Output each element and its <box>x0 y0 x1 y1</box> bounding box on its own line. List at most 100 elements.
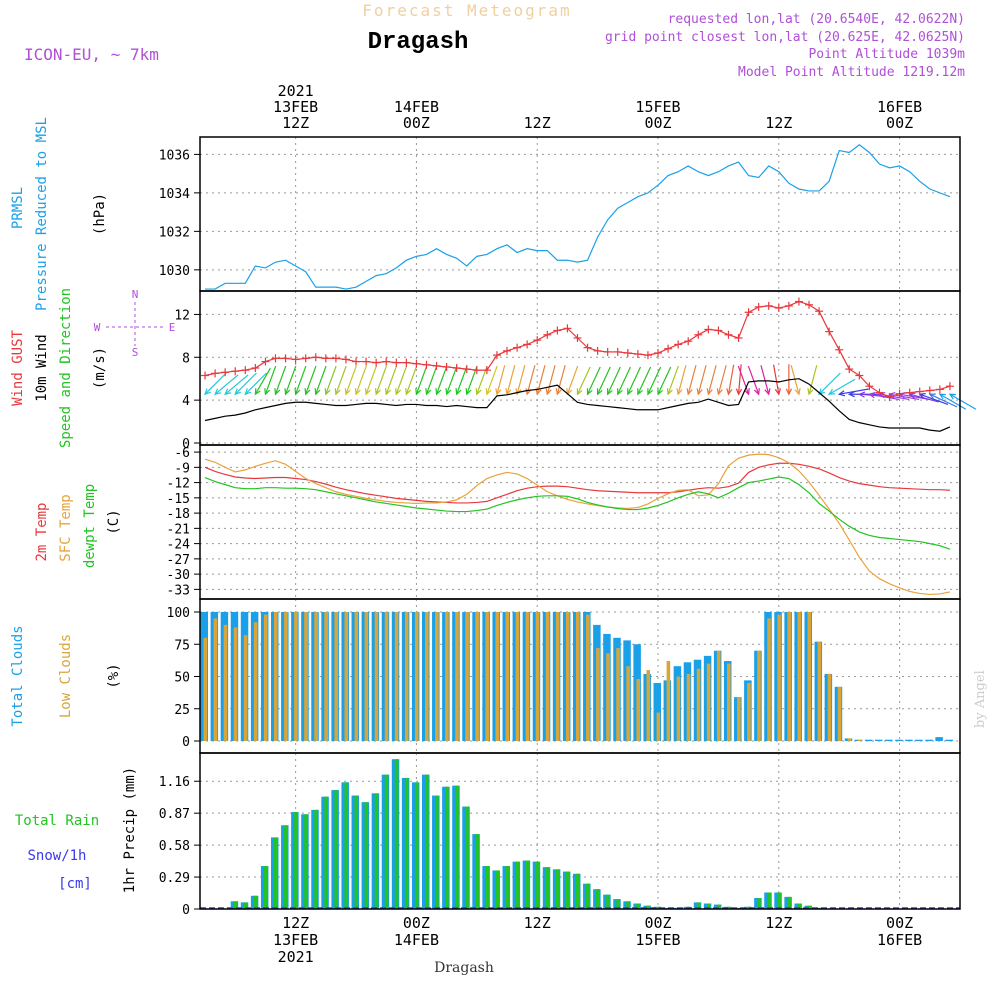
rain-bar <box>777 892 781 909</box>
panel-frame <box>199 752 961 910</box>
gust-marker <box>402 358 411 367</box>
wind-arrow-shaft <box>385 365 398 395</box>
rain-bar <box>233 901 238 909</box>
y-tick-label: 25 <box>174 703 190 718</box>
low-cloud-bar <box>636 679 640 741</box>
wind-arrow-shaft <box>284 365 297 395</box>
gust-marker <box>442 362 451 371</box>
wind-arrow-head <box>743 388 750 396</box>
low-cloud-bar <box>344 612 349 741</box>
label-wind-unit: (m/s) <box>92 347 108 389</box>
rain-bar <box>757 897 761 909</box>
wind-speed-line <box>204 378 951 432</box>
y-tick-label: -12 <box>167 477 190 492</box>
gust-marker <box>543 330 552 339</box>
wind-arrow-shaft <box>597 366 611 395</box>
y-tick-label: -21 <box>167 522 190 537</box>
low-cloud-bar <box>334 612 338 741</box>
wind-arrow <box>364 365 377 396</box>
wind-arrow <box>314 365 327 396</box>
rain-bar <box>475 834 479 909</box>
low-cloud-bar <box>475 612 479 741</box>
gust-marker <box>321 354 330 363</box>
wind-arrow-head <box>868 392 876 399</box>
wind-arrow-shaft <box>929 393 958 408</box>
wind-arrow-head <box>785 388 793 396</box>
wind-arrow-shaft <box>486 365 498 395</box>
wind-arrow-head <box>847 391 855 398</box>
wind-arrow-head <box>495 388 502 396</box>
wind-arrow-head <box>774 388 782 396</box>
wind-arrow-head <box>657 388 664 396</box>
low-cloud-bar <box>263 614 268 741</box>
y-tick-label: 0.87 <box>159 807 190 822</box>
rain-bar <box>354 795 359 909</box>
chart-title: Forecast Meteogram <box>362 1 571 20</box>
gust-marker <box>513 343 522 352</box>
wind-arrow-head <box>535 388 542 396</box>
wind-arrow <box>773 364 782 396</box>
low-cloud-bar <box>253 622 258 741</box>
rain-bar <box>626 901 630 909</box>
time-label-top: 12Z <box>282 114 309 132</box>
wind-arrow-head <box>666 388 673 396</box>
rain-bar <box>445 786 449 909</box>
time-label-top: 12Z <box>765 114 792 132</box>
rain-bar <box>767 892 771 909</box>
y-tick-label: -6 <box>174 446 190 461</box>
rain-bar <box>374 793 379 909</box>
rain-bar <box>726 906 731 909</box>
label-low-clouds: Low Clouds <box>58 634 74 718</box>
wind-arrow <box>596 366 611 396</box>
dewpoint-line <box>204 476 951 550</box>
low-cloud-bar <box>586 614 590 741</box>
wind-arrow-shaft <box>355 365 367 395</box>
y-tick-label: -9 <box>174 461 190 476</box>
wind-arrow <box>344 365 357 396</box>
gust-marker <box>492 351 501 360</box>
wind-arrow-head <box>617 388 623 396</box>
low-cloud-bar <box>767 618 771 741</box>
wind-arrow <box>807 365 818 396</box>
wind-arrow-shaft <box>516 365 526 395</box>
rain-bar <box>586 883 590 909</box>
rain-bar <box>575 873 580 909</box>
wind-arrow-shaft <box>576 366 591 395</box>
gust-marker <box>331 354 340 363</box>
wind-arrow-shaft <box>295 365 307 395</box>
rain-bar <box>334 790 338 909</box>
gridpoint-coords: grid point closest lon,lat (20.625E, 42.… <box>605 30 965 45</box>
y-tick-label: 75 <box>174 638 190 653</box>
wind-arrow-shaft <box>264 365 277 395</box>
time-label-top: 14FEB <box>394 98 439 116</box>
wind-arrow-head <box>735 388 743 396</box>
wind-arrow-shaft <box>747 365 760 395</box>
low-cloud-bar <box>404 612 409 741</box>
wind-arrow-head <box>706 388 713 396</box>
wind-arrow-shaft <box>687 365 697 395</box>
wind-arrow-head <box>794 388 801 396</box>
model-label: ICON-EU, ~ 7km <box>24 45 159 64</box>
gust-marker <box>392 358 401 367</box>
wind-arrow-head <box>294 388 301 396</box>
y-tick-label: -24 <box>167 538 191 553</box>
wind-arrow-shaft <box>395 365 408 395</box>
wind-arrow-shaft <box>315 365 327 395</box>
low-cloud-bar <box>324 612 328 741</box>
compass-w: W <box>94 321 101 334</box>
wind-arrow-shaft <box>405 365 418 395</box>
wind-arrow <box>455 365 468 396</box>
gust-marker <box>855 371 864 380</box>
wind-arrow-head <box>274 388 281 396</box>
wind-arrow-shaft <box>274 365 287 395</box>
wind-arrow <box>818 372 841 396</box>
low-cloud-bar <box>213 618 218 741</box>
low-cloud-bar <box>686 673 691 741</box>
wind-panel: 0 4 8 12 <box>174 290 977 452</box>
label-gust: Wind GUST <box>10 330 26 406</box>
gust-marker <box>704 325 713 334</box>
wind-arrow-shaft <box>617 366 631 395</box>
rain-bar <box>364 802 369 909</box>
panel-frame <box>199 136 961 292</box>
low-cloud-bar <box>535 612 540 741</box>
